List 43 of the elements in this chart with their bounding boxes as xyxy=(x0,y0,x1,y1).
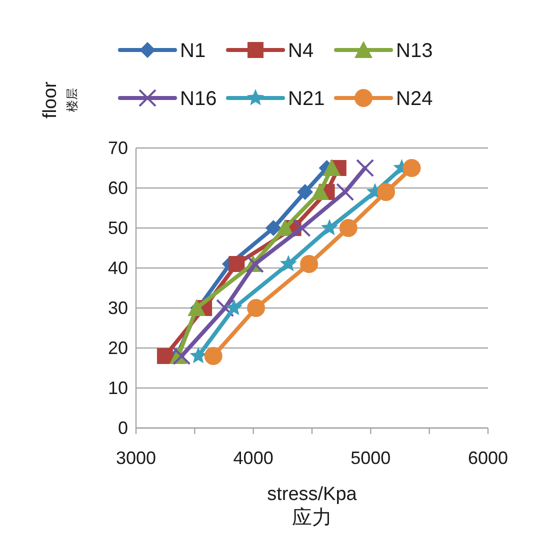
legend-label: N16 xyxy=(180,88,217,110)
y-tick-label: 0 xyxy=(118,418,128,438)
y-tick-label: 20 xyxy=(108,338,128,358)
point xyxy=(188,299,206,316)
y-tick-label: 60 xyxy=(108,178,128,198)
y-tick-label: 70 xyxy=(108,138,128,158)
y-axis-title: floor 楼层 xyxy=(40,80,79,118)
point xyxy=(216,299,234,317)
point xyxy=(172,347,191,365)
point xyxy=(356,159,374,177)
point xyxy=(300,255,318,273)
x-tick-label: 6000 xyxy=(468,448,508,468)
point xyxy=(225,299,243,316)
point xyxy=(204,347,222,365)
x-tick-label: 3000 xyxy=(116,448,156,468)
point xyxy=(322,159,341,176)
point xyxy=(336,183,354,201)
legend-label: N13 xyxy=(396,40,433,62)
y-tick-label: 30 xyxy=(108,298,128,318)
point xyxy=(292,219,311,237)
y-tick-label: 40 xyxy=(108,258,128,278)
point xyxy=(190,347,207,364)
point xyxy=(320,219,338,236)
point xyxy=(402,159,421,177)
y-tick-label: 50 xyxy=(108,218,128,238)
legend-label: N1 xyxy=(180,40,206,62)
point xyxy=(276,219,294,236)
point xyxy=(247,299,266,317)
legend-label: N24 xyxy=(396,88,433,110)
point xyxy=(311,183,330,200)
legend-label: N4 xyxy=(288,40,314,62)
x-axis-title: stress/Kpa 应力 xyxy=(267,484,358,529)
point xyxy=(156,348,173,364)
point xyxy=(297,184,314,200)
point xyxy=(265,220,282,236)
point xyxy=(280,255,297,272)
point xyxy=(339,219,358,237)
legend-label: N21 xyxy=(288,88,325,110)
point xyxy=(228,256,245,272)
x-tick-label: 4000 xyxy=(233,448,274,468)
x-tick-label: 5000 xyxy=(350,448,391,468)
y-tick-label: 10 xyxy=(108,378,128,398)
point xyxy=(377,183,396,201)
